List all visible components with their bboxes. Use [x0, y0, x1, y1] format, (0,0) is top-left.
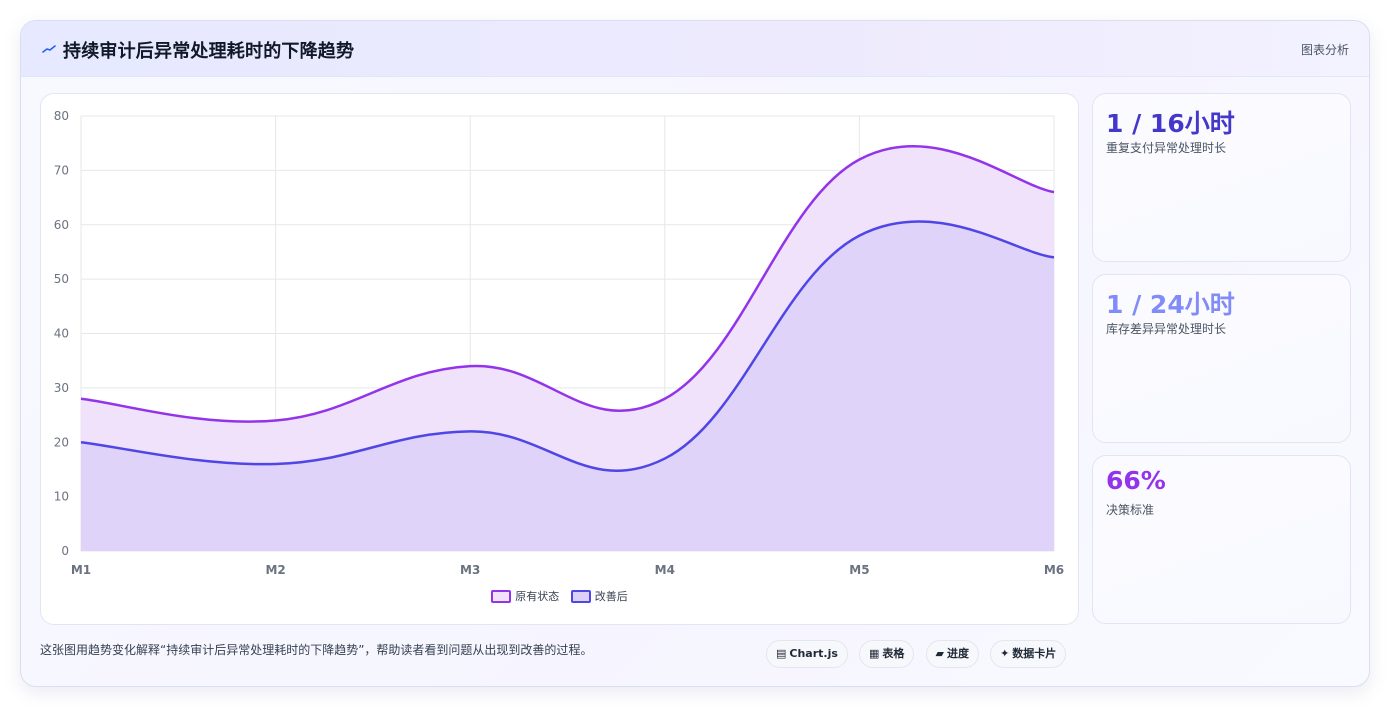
y-tick-label: 80 [54, 109, 69, 123]
stat-label: 决策标准 [1106, 503, 1155, 517]
pill-data-card[interactable]: ✦ 数据卡片 [990, 640, 1067, 668]
y-tick-label: 70 [54, 163, 69, 177]
progress-icon: ▰ [935, 647, 944, 660]
chart-description: 这张图用趋势变化解释“持续审计后异常处理耗时的下降趋势”，帮助读者看到问题从出现… [40, 643, 593, 657]
x-tick-label: M5 [849, 563, 869, 577]
pill-progress[interactable]: ▰ 进度 [925, 640, 979, 668]
chart-legend: 原有状态 改善后 [41, 588, 1078, 604]
analysis-card: 持续审计后异常处理耗时的下降趋势 图表分析 0 10 20 30 40 50 60 70 80 M… [20, 20, 1370, 687]
series-line-1 [80, 220, 1055, 472]
table-icon: ▦ [869, 647, 880, 660]
legend-swatch-improved [570, 589, 591, 603]
x-tick-label: M2 [265, 563, 285, 577]
series-area-1 [81, 221, 1054, 551]
chart-analysis-link[interactable]: 图表分析 [1300, 43, 1349, 57]
page-title: 持续审计后异常处理耗时的下降趋势 [63, 41, 355, 62]
chart-icon: ▤ [776, 647, 787, 660]
area-chart: 0 10 20 30 40 50 60 70 80 M1 M2 M3 M4 M5 M6 [54, 109, 1064, 577]
stat-value: 66% [1106, 466, 1166, 495]
stat-card-decision: 66% 决策标准 [1092, 455, 1351, 624]
y-tick-label: 50 [54, 272, 69, 286]
pill-label: 进度 [946, 647, 969, 660]
chart-panel: 0 10 20 30 40 50 60 70 80 M1 M2 M3 M4 M5 M6 原有状态 改善后 [40, 93, 1079, 625]
pill-label: 数据卡片 [1012, 647, 1057, 660]
x-tick-label: M4 [655, 563, 675, 577]
feature-pills: ▤ Chart.js ▦ 表格 ▰ 进度 ✦ 数据卡片 [766, 640, 1072, 668]
x-tick-label: M3 [460, 563, 480, 577]
legend-item-improved[interactable]: 改善后 [570, 588, 628, 604]
series-line-0 [80, 144, 1055, 423]
card-header: 持续审计后异常处理耗时的下降趋势 图表分析 [21, 21, 1369, 77]
legend-swatch-original [491, 589, 512, 603]
stat-value: 1 / 24小时 [1106, 290, 1235, 319]
pill-chartjs[interactable]: ▤ Chart.js [766, 640, 848, 668]
y-tick-label: 10 [54, 490, 69, 504]
legend-label-original: 原有状态 [515, 590, 560, 603]
y-tick-label: 0 [61, 544, 69, 558]
pill-label: 表格 [882, 647, 905, 660]
trend-line-icon [42, 45, 56, 53]
pill-table[interactable]: ▦ 表格 [859, 640, 915, 668]
x-tick-label: M6 [1044, 563, 1064, 577]
y-tick-label: 60 [54, 218, 69, 232]
y-tick-label: 30 [54, 381, 69, 395]
y-tick-label: 40 [54, 327, 69, 341]
x-tick-label: M1 [71, 563, 91, 577]
stat-label: 重复支付异常处理时长 [1106, 141, 1227, 155]
legend-label-improved: 改善后 [594, 590, 628, 603]
stat-card-duplicate-payment: 1 / 16小时 重复支付异常处理时长 [1092, 93, 1351, 262]
sparkle-icon: ✦ [1000, 647, 1010, 660]
stat-card-inventory-diff: 1 / 24小时 库存差异异常处理时长 [1092, 274, 1351, 443]
stat-label: 库存差异异常处理时长 [1106, 322, 1227, 336]
pill-label: Chart.js [789, 647, 838, 660]
stat-value: 1 / 16小时 [1106, 109, 1235, 138]
y-tick-label: 20 [54, 435, 69, 449]
legend-item-original[interactable]: 原有状态 [491, 588, 559, 604]
